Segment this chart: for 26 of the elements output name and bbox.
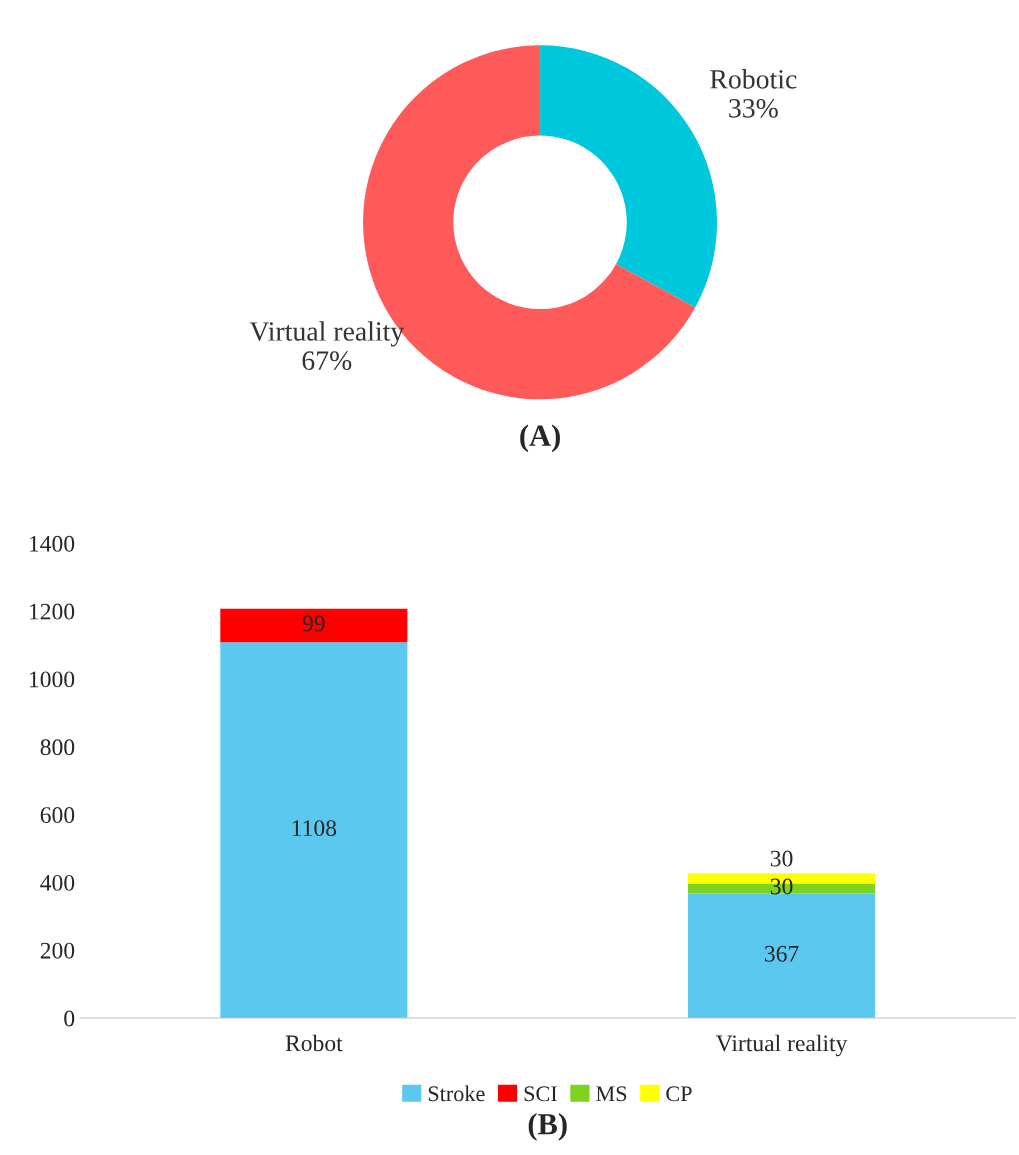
y-tick-label: 1000 (29, 671, 75, 688)
data-label: 367 (764, 945, 799, 962)
data-label: 1108 (292, 820, 337, 837)
text: (B) (528, 1112, 567, 1141)
y-tick-label: 0 (64, 1010, 75, 1027)
slice-label: Robotic (710, 69, 797, 89)
x-tick-label: Robot (285, 1034, 343, 1052)
data-label: 67% (302, 351, 352, 371)
y-tick-label: 800 (40, 739, 75, 756)
data-label: 99 (302, 615, 325, 632)
text: (A) (520, 424, 560, 453)
legend-label: SCI (524, 1086, 557, 1102)
legend-label: Stroke (428, 1085, 485, 1102)
y-tick-label: 1400 (29, 535, 75, 552)
y-tick-label: 200 (40, 942, 75, 959)
bar (220, 608, 408, 643)
slice-label: Virtual reality (249, 321, 405, 347)
legend-label: MS (596, 1086, 627, 1102)
y-tick-label: 400 (40, 874, 75, 891)
bar (688, 893, 876, 1019)
data-label: 33% (729, 98, 778, 118)
legend-label: CP (666, 1086, 692, 1102)
y-tick-label: 1200 (29, 603, 75, 620)
bar (220, 642, 408, 1019)
data-label: 30 (770, 850, 793, 867)
y-tick-label: 600 (40, 807, 75, 823)
